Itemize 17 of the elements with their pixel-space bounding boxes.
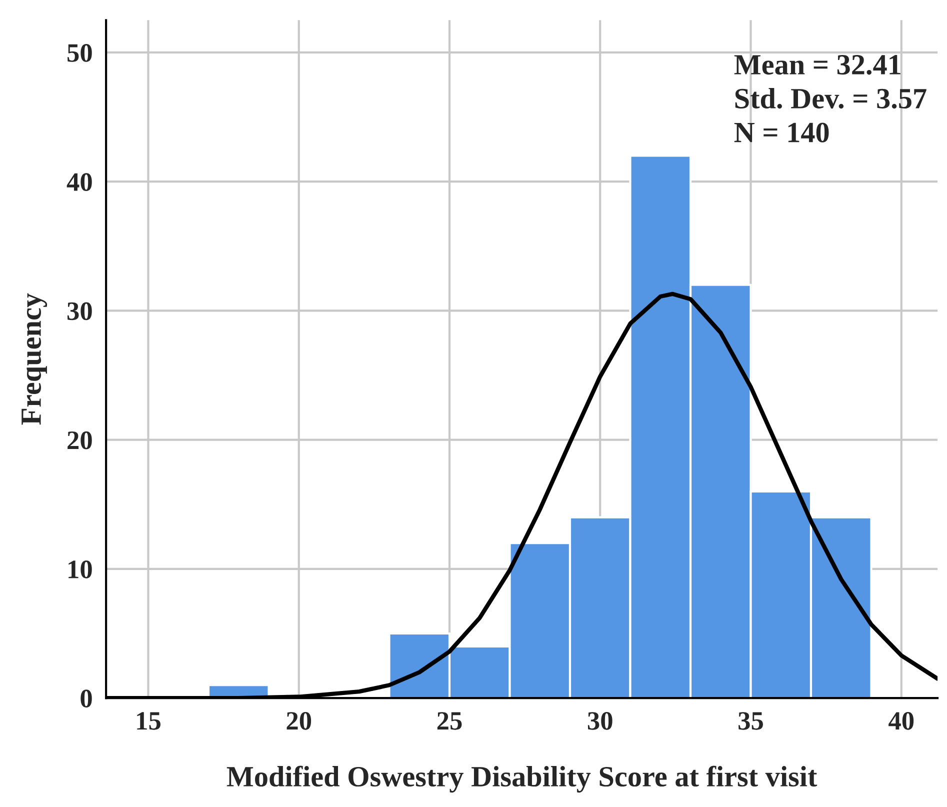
annotation: N = 140	[734, 122, 829, 142]
y-tick-label: 30	[67, 302, 92, 320]
annotation: Mean = 32.41	[734, 54, 900, 75]
y-tick-label: 0	[80, 690, 92, 708]
x-tick-label: 25	[437, 712, 462, 730]
x-tick-label: 20	[286, 712, 312, 730]
y-tick-label: 20	[68, 431, 92, 450]
x-tick-label: 30	[588, 712, 612, 730]
annotation: Std. Dev. = 3.57	[735, 88, 926, 109]
x-tick-label: 15	[137, 712, 160, 730]
y-tick-label: 50	[68, 44, 92, 62]
x-axis-title: Modified Oswestry Disability Score at first visit	[226, 766, 818, 793]
y-tick-label: 40	[66, 173, 92, 191]
y-axis-title: Frequency	[22, 293, 48, 425]
x-tick-label: 40	[888, 712, 914, 730]
x-tick-label: 35	[738, 712, 763, 730]
y-tick-label: 10	[68, 560, 92, 578]
